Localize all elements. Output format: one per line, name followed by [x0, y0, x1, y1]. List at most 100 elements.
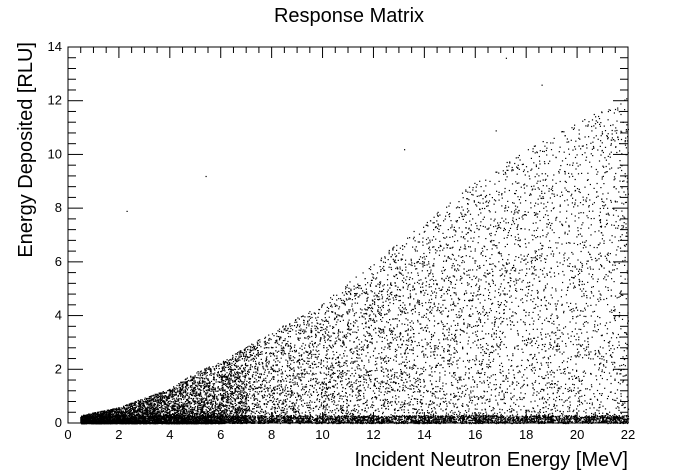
scatter-point	[548, 404, 550, 406]
scatter-point	[266, 366, 268, 368]
scatter-point	[578, 190, 580, 193]
scatter-point	[396, 289, 399, 291]
scatter-point	[307, 336, 309, 338]
scatter-point	[597, 324, 599, 326]
scatter-point	[502, 290, 504, 292]
scatter-point	[372, 355, 374, 357]
scatter-point	[325, 394, 327, 396]
scatter-point	[350, 293, 352, 296]
scatter-point	[573, 127, 575, 129]
scatter-point	[387, 347, 389, 349]
scatter-point	[239, 385, 241, 387]
scatter-point	[532, 301, 534, 303]
scatter-point	[387, 390, 389, 392]
scatter-point	[527, 342, 529, 344]
scatter-point	[270, 352, 272, 354]
scatter-point	[617, 225, 620, 227]
scatter-point	[449, 202, 451, 204]
scatter-point	[494, 395, 497, 397]
scatter-point	[515, 297, 517, 299]
scatter-point	[236, 411, 238, 414]
scatter-point	[239, 376, 241, 378]
scatter-point	[535, 229, 538, 231]
scatter-point	[534, 152, 536, 154]
scatter-point	[574, 146, 576, 148]
scatter-point	[457, 297, 459, 299]
scatter-point	[257, 340, 259, 342]
scatter-point	[221, 366, 223, 368]
scatter-point	[491, 336, 493, 338]
scatter-point	[404, 246, 406, 248]
scatter-point	[474, 331, 477, 333]
scatter-point	[445, 260, 447, 262]
scatter-point	[440, 398, 442, 400]
scatter-point	[623, 216, 625, 218]
scatter-point	[556, 338, 558, 340]
scatter-point	[278, 368, 280, 370]
scatter-point	[477, 280, 480, 282]
scatter-point	[391, 401, 393, 403]
scatter-point	[347, 332, 349, 334]
scatter-point	[371, 398, 373, 400]
scatter-point	[261, 381, 263, 383]
scatter-point	[372, 308, 374, 310]
scatter-point	[186, 394, 188, 397]
scatter-point	[253, 411, 255, 413]
scatter-point	[469, 396, 471, 398]
scatter-point	[366, 340, 368, 342]
scatter-point	[374, 302, 376, 304]
scatter-point	[246, 380, 248, 382]
scatter-point	[291, 391, 293, 393]
scatter-point	[538, 344, 540, 346]
scatter-point	[314, 342, 316, 345]
scatter-point	[414, 304, 416, 306]
scatter-point	[466, 327, 468, 329]
scatter-point	[345, 298, 347, 300]
scatter-point	[410, 264, 412, 266]
scatter-point	[408, 263, 410, 265]
scatter-point	[547, 413, 550, 416]
scatter-point	[150, 402, 153, 404]
scatter-point	[588, 351, 590, 353]
scatter-point	[285, 384, 287, 386]
scatter-point	[485, 348, 488, 350]
scatter-point	[282, 326, 284, 328]
scatter-point	[443, 357, 445, 359]
scatter-point	[388, 299, 390, 301]
scatter-point	[569, 309, 571, 311]
scatter-point	[356, 302, 359, 304]
scatter-point	[379, 356, 382, 358]
scatter-point	[568, 176, 571, 178]
scatter-point	[580, 310, 582, 312]
scatter-point	[443, 360, 445, 362]
scatter-point	[615, 407, 617, 409]
scatter-point	[415, 379, 417, 381]
scatter-point	[566, 141, 568, 143]
scatter-point	[460, 329, 462, 331]
scatter-point	[456, 360, 458, 362]
scatter-point	[427, 275, 430, 277]
scatter-point	[544, 319, 546, 321]
scatter-point	[354, 369, 356, 371]
scatter-point	[484, 374, 486, 376]
scatter-point	[572, 197, 574, 199]
scatter-point	[276, 335, 278, 337]
scatter-point	[504, 412, 506, 414]
scatter-point	[513, 213, 515, 215]
scatter-point	[359, 384, 361, 386]
scatter-point	[474, 182, 476, 184]
scatter-point	[521, 216, 523, 218]
scatter-point	[384, 346, 386, 348]
scatter-point	[410, 325, 412, 327]
scatter-point	[499, 286, 502, 288]
scatter-point	[476, 269, 478, 271]
scatter-point	[248, 378, 250, 380]
scatter-point	[333, 400, 335, 402]
scatter-point	[411, 368, 413, 370]
scatter-point	[292, 356, 294, 358]
scatter-point	[208, 411, 210, 413]
scatter-point	[439, 312, 441, 314]
scatter-point	[382, 301, 384, 303]
scatter-point	[442, 401, 444, 403]
scatter-point	[267, 412, 269, 414]
